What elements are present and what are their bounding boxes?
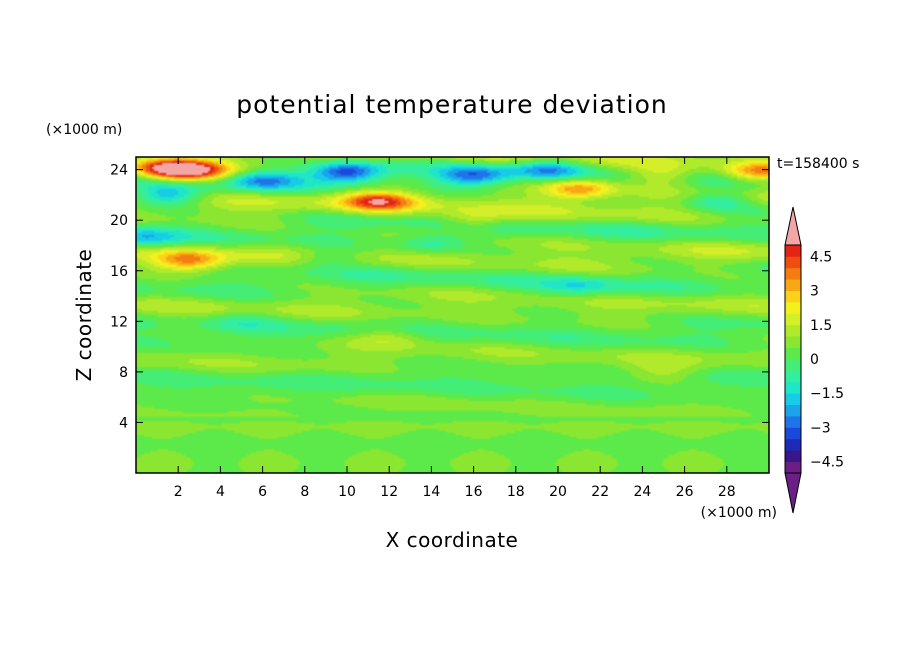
chart-title: potential temperature deviation bbox=[236, 90, 667, 119]
x-tick-label: 26 bbox=[676, 484, 694, 500]
colorbar-band bbox=[785, 256, 801, 269]
plot-frame bbox=[135, 156, 770, 474]
heatmap-field bbox=[136, 157, 769, 473]
colorbar-band bbox=[785, 416, 801, 428]
colorbar-tick-label: 0 bbox=[810, 352, 819, 368]
colorbar-tick-label: −3 bbox=[810, 420, 831, 436]
colorbar-extend-min bbox=[784, 472, 802, 514]
colorbar-band bbox=[785, 381, 801, 394]
colorbar-tick-label: 1.5 bbox=[810, 318, 832, 334]
y-tick-label: 12 bbox=[110, 314, 128, 330]
colorbar-band bbox=[785, 347, 801, 360]
colorbar-band bbox=[785, 359, 801, 371]
colorbar-band bbox=[785, 324, 801, 337]
x-tick-label: 2 bbox=[174, 484, 183, 500]
x-axis-label: X coordinate bbox=[386, 528, 519, 552]
colorbar-band bbox=[785, 336, 801, 348]
y-tick-label: 20 bbox=[110, 213, 128, 229]
colorbar-tick-label: 4.5 bbox=[810, 249, 832, 265]
y-tick-label: 16 bbox=[110, 264, 128, 280]
colorbar-tick-label: −1.5 bbox=[810, 386, 844, 402]
colorbar-extend-max bbox=[784, 206, 802, 246]
x-axis: 2 4 6 8 10 12 14 16 18 20 22 24 26 28 bbox=[174, 157, 736, 500]
x-tick-label: 16 bbox=[465, 484, 483, 500]
colorbar-band bbox=[785, 438, 801, 451]
colorbar-frame bbox=[784, 244, 802, 474]
time-label: t=158400 s bbox=[777, 156, 859, 172]
y-axis: 4 8 12 16 20 24 bbox=[110, 163, 769, 431]
x-tick-label: 8 bbox=[300, 484, 309, 500]
colorbar: 4.5 3 1.5 0 −1.5 −3 −4.5 bbox=[784, 206, 844, 514]
y-tick-label: 24 bbox=[110, 163, 128, 179]
x-axis-unit: (×1000 m) bbox=[701, 505, 777, 521]
colorbar-band bbox=[785, 461, 801, 474]
x-tick-label: 22 bbox=[591, 484, 609, 500]
x-tick-label: 18 bbox=[507, 484, 525, 500]
x-tick-label: 20 bbox=[549, 484, 567, 500]
colorbar-band bbox=[785, 279, 801, 291]
y-tick-label: 8 bbox=[119, 365, 128, 381]
x-tick-label: 28 bbox=[718, 484, 736, 500]
colorbar-tick-label: −4.5 bbox=[810, 455, 844, 471]
colorbar-band bbox=[785, 313, 801, 326]
colorbar-band bbox=[785, 450, 801, 462]
colorbar-band bbox=[785, 290, 801, 303]
colorbar-band bbox=[785, 427, 801, 440]
x-tick-label: 4 bbox=[216, 484, 225, 500]
x-tick-label: 6 bbox=[258, 484, 267, 500]
colorbar-band bbox=[785, 245, 801, 257]
colorbar-band bbox=[785, 404, 801, 417]
x-tick-label: 14 bbox=[422, 484, 440, 500]
colorbar-tick-label: 3 bbox=[810, 284, 819, 300]
colorbar-band bbox=[785, 370, 801, 383]
colorbar-band bbox=[785, 302, 801, 314]
y-tick-label: 4 bbox=[119, 415, 128, 431]
y-axis-label: Z coordinate bbox=[72, 249, 96, 382]
x-tick-label: 10 bbox=[338, 484, 356, 500]
colorbar-band bbox=[785, 267, 801, 280]
y-axis-unit: (×1000 m) bbox=[46, 122, 122, 138]
x-tick-label: 24 bbox=[633, 484, 651, 500]
x-tick-label: 12 bbox=[380, 484, 398, 500]
colorbar-band bbox=[785, 393, 801, 405]
